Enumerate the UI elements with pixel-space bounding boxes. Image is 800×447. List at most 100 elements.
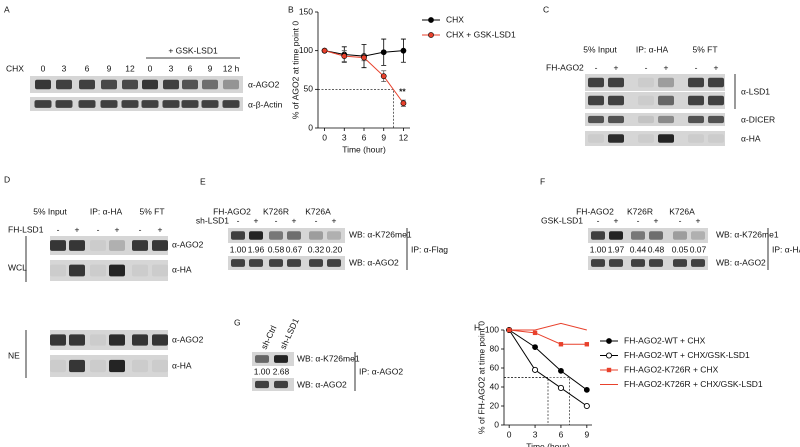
lane-label: 12 h [223,63,240,73]
band [631,259,645,267]
band [708,115,724,124]
label: WB: α-AGO2 [297,379,347,389]
legend-marker [606,338,612,344]
band [588,95,604,106]
band [255,380,269,389]
x-axis-label: Time (hour) [342,144,386,154]
reference-line [504,377,570,425]
label: IP: α-Flag [411,244,448,254]
panel-letter: E [200,176,206,186]
band [50,264,66,277]
marker [584,342,590,347]
lane-label: - [597,215,600,225]
lane-label: + [115,224,120,234]
band [309,259,323,267]
band [673,259,687,267]
band [691,231,705,240]
quantification: 0.58 [268,244,285,254]
lane-label: - [97,224,100,234]
y-tick-label: 80 [490,343,500,353]
band [309,231,323,240]
lane-label: 3 [62,63,67,73]
band [132,334,148,346]
band [708,134,724,143]
lane-label: - [679,215,682,225]
y-tick-label: 0 [494,419,499,429]
marker [557,384,564,392]
label: FH-AGO2 [546,62,584,72]
legend-label: FH-AGO2-WT + CHX [624,335,706,345]
label: IP: α-AGO2 [359,366,403,376]
lane-label: + [614,215,619,225]
lane-label: sh-LSD1 [278,316,301,350]
y-tick-label: 100 [299,45,313,55]
label: WB: α-AGO2 [349,257,399,267]
band [162,100,180,108]
label: α-DICER [741,114,775,124]
band [56,79,72,90]
lane-label: 0 [148,63,153,73]
band [152,334,168,346]
lane-label: + [292,215,297,225]
band [101,79,117,90]
band [688,95,704,106]
legend-marker [605,352,613,359]
lane-label: 3 [169,63,174,73]
quantification: 1.00 [230,244,247,254]
marker [532,330,538,336]
panel-letter: G [234,317,241,327]
lane-label: - [139,224,142,234]
legend-label: CHX + GSK-LSD1 [446,29,516,39]
band [142,79,158,90]
label: FH-LSD1 [8,224,44,234]
lane-label: - [237,215,240,225]
band [649,259,663,267]
x-axis-label: Time (hour) [526,441,570,447]
y-tick-label: 40 [490,381,500,391]
marker [558,367,564,374]
legend-label: CHX [446,14,464,24]
band [249,259,263,267]
quantification: 1.97 [608,244,625,254]
legend-marker [606,367,612,373]
y-tick-label: 150 [299,6,313,16]
series-line [508,329,588,407]
panel-letter: C [543,4,549,14]
lane-label: + [714,62,719,72]
band [132,240,148,251]
x-tick-label: 3 [342,132,347,142]
label: α-HA [172,264,192,274]
band [222,100,240,108]
legend-marker [428,17,434,23]
band [69,334,85,346]
band [658,95,674,106]
quantification: 0.32 [308,244,325,254]
band [269,259,283,267]
series-line [509,329,587,345]
y-axis-label: % of FH-AGO2 at time point 0 [476,321,486,434]
band [658,77,674,88]
label: α-HA [172,360,192,370]
marker [361,54,367,61]
label: WB: α-AGO2 [716,257,766,267]
band [163,79,179,90]
quantification: 1.00 [254,366,271,376]
band [90,240,106,251]
band [673,231,687,240]
band [109,334,125,346]
label: α-β-Actin [248,99,283,109]
label: + GSK-LSD1 [168,45,218,55]
label: CHX [6,63,24,73]
band [141,100,159,108]
x-tick-label: 6 [362,132,367,142]
y-axis-label: % of AGO2 at time point 0 [290,21,300,120]
band [287,231,301,240]
band [109,240,125,251]
marker [341,53,348,59]
lane-label: + [254,215,259,225]
band [50,240,66,251]
group-label: IP: α-HA [636,44,669,54]
label: IP: α-HA [772,244,800,254]
band [50,359,66,373]
quantification: 0.48 [648,244,665,254]
